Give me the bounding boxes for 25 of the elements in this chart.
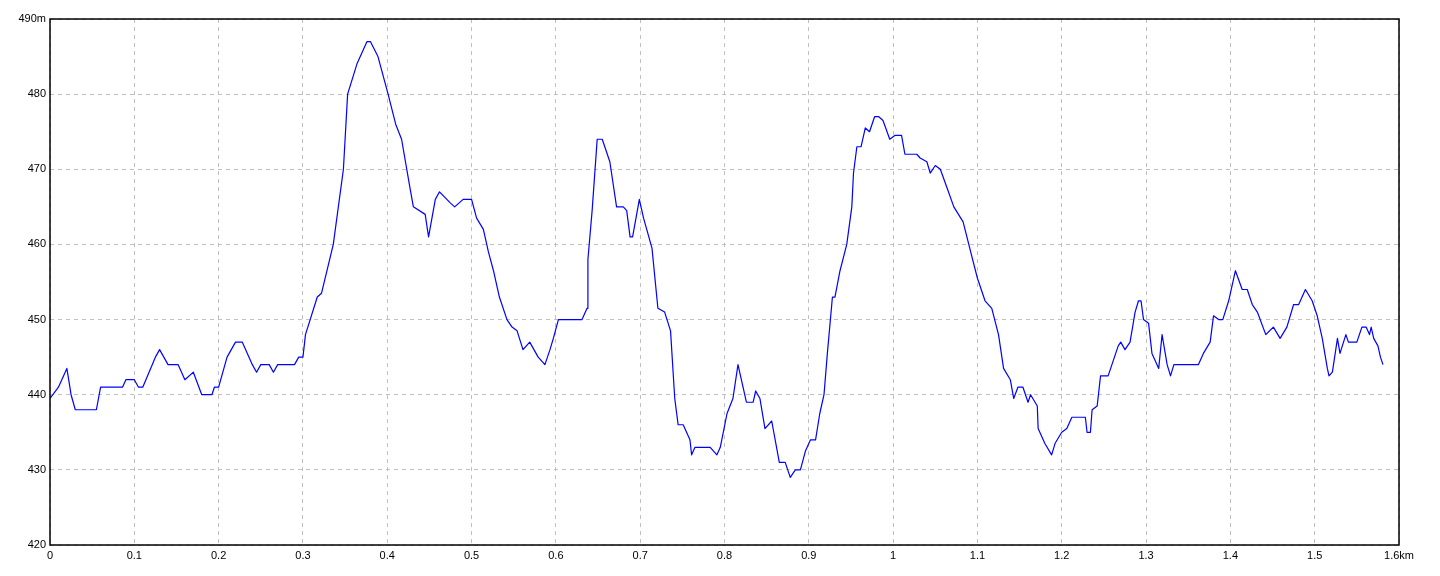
x-tick-label: 0.4 xyxy=(379,548,395,561)
x-tick-label: 0.5 xyxy=(463,548,480,561)
x-tick-label: 0.7 xyxy=(632,548,648,561)
x-tick-label: 1.5 xyxy=(1307,548,1323,561)
y-tick-label: 490m xyxy=(18,12,46,25)
y-tick-label: 440 xyxy=(27,387,46,400)
y-tick-label: 420 xyxy=(27,538,46,551)
x-tick-label: 0.1 xyxy=(126,548,142,561)
y-tick-label: 460 xyxy=(27,237,46,250)
x-tick-label: 0.2 xyxy=(210,548,227,561)
x-tick-label: 1.6km xyxy=(1384,548,1414,561)
x-tick-label: 0.9 xyxy=(801,548,817,561)
x-tick-label: 1.2 xyxy=(1054,548,1070,561)
x-tick-label: 1.3 xyxy=(1138,548,1154,561)
x-tick-label: 1.4 xyxy=(1222,548,1239,561)
y-tick-label: 450 xyxy=(27,312,46,325)
x-tick-label: 0 xyxy=(46,548,54,561)
x-tick-label: 0.6 xyxy=(548,548,564,561)
x-tick-label: 1.1 xyxy=(969,548,986,561)
y-tick-label: 430 xyxy=(27,462,46,475)
x-tick-label: 1 xyxy=(890,548,897,561)
x-tick-label: 0.8 xyxy=(716,548,733,561)
y-tick-label: 470 xyxy=(27,162,46,175)
y-tick-label: 480 xyxy=(27,87,46,100)
x-tick-label: 0.3 xyxy=(295,548,311,561)
